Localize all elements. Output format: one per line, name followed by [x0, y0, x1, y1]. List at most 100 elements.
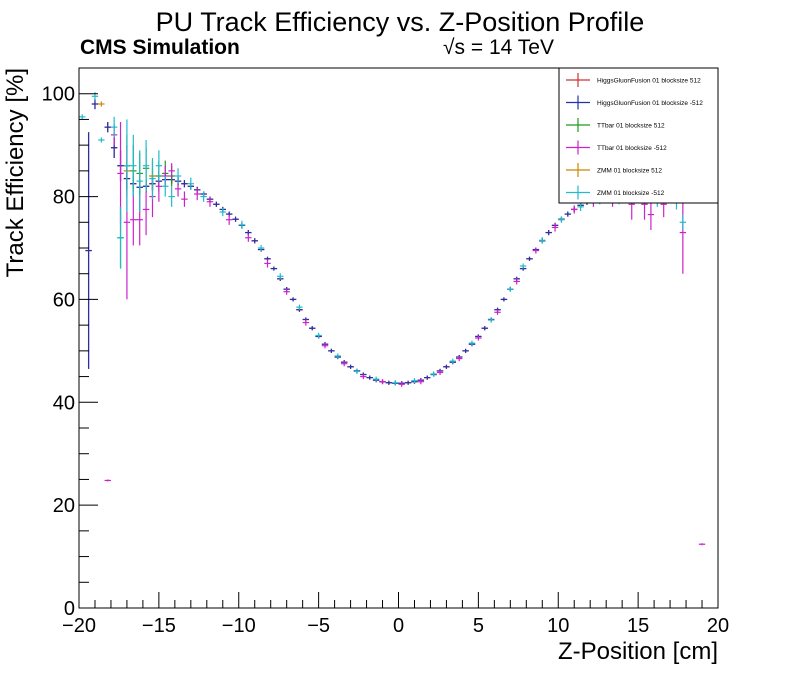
data-point: [79, 114, 86, 120]
data-point: [698, 543, 706, 546]
data-point: [571, 205, 578, 214]
data-point: [456, 356, 463, 362]
legend-label: ZMM 01 blocksize -512: [597, 190, 665, 197]
data-point: [347, 364, 354, 369]
data-point: [219, 207, 226, 217]
data-point: [270, 266, 278, 271]
data-point: [539, 237, 546, 244]
data-point: [142, 140, 150, 192]
data-point: [321, 343, 329, 349]
data-point: [519, 263, 527, 269]
data-point: [334, 353, 341, 359]
data-point: [302, 319, 310, 326]
data-point: [110, 116, 118, 138]
data-point: [379, 379, 386, 385]
x-tick-label: −5: [307, 615, 330, 637]
data-point: [232, 216, 239, 222]
data-point: [417, 379, 425, 385]
data-point: [104, 122, 111, 133]
data-point: [142, 183, 150, 236]
data-point: [91, 98, 99, 110]
data-point: [532, 247, 540, 254]
x-tick-label: 15: [627, 615, 649, 637]
data-point: [85, 132, 92, 369]
axes-layer: −20 −15 −10 −5 0 5 10 15 20 0 20 40 60 80 100: [42, 84, 730, 637]
legend-entry: HiggsGluonFusion 01 blocksize 512: [566, 73, 701, 87]
x-tick-label: −15: [142, 615, 176, 637]
data-point: [494, 309, 501, 315]
legend-entry: ZMM 01 blocksize 512: [566, 163, 662, 177]
data-point: [679, 191, 687, 274]
x-axis-label: Z-Position [cm]: [558, 638, 718, 665]
data-point: [104, 479, 111, 482]
data-point: [251, 238, 258, 244]
x-tick-label: 5: [473, 615, 484, 637]
data-point: [283, 288, 290, 295]
data-point: [315, 332, 322, 338]
data-point: [392, 380, 399, 386]
x-tick-label: −20: [62, 615, 96, 637]
legend-entry: ZMM 01 blocksize -512: [566, 185, 665, 200]
data-point: [130, 194, 137, 246]
data-point: [436, 369, 444, 376]
data-point: [366, 375, 373, 380]
data-point: [174, 168, 182, 184]
legend: HiggsGluonFusion 01 blocksize 512 HiggsGl…: [558, 67, 719, 204]
data-point: [513, 278, 520, 285]
data-point: [353, 368, 361, 374]
y-tick-label: 0: [64, 598, 75, 620]
data-point: [296, 304, 303, 310]
data-point: [398, 381, 405, 387]
data-point: [98, 101, 105, 107]
data-point: [155, 150, 163, 182]
data-point: [264, 259, 271, 268]
data-point: [500, 297, 508, 302]
legend-label: HiggsGluonFusion 01 blocksize -512: [597, 100, 703, 107]
data-point: [475, 335, 482, 341]
data-point: [411, 378, 418, 384]
y-tick-label: 100: [42, 84, 75, 106]
data-point: [130, 134, 137, 197]
data-point: [257, 244, 265, 252]
data-point: [181, 180, 188, 188]
legend-label: HiggsGluonFusion 01 blocksize 512: [597, 78, 701, 85]
data-point: [372, 376, 380, 382]
data-point: [564, 211, 572, 217]
x-tick-label: 0: [393, 615, 404, 637]
data-point: [289, 297, 297, 302]
data-point: [647, 199, 655, 230]
legend-label: ZMM 01 blocksize 512: [597, 168, 662, 175]
y-axis-label: Track Efficiency [%]: [2, 68, 29, 277]
data-point: [340, 361, 348, 367]
chart-title: PU Track Efficiency vs. Z-Position Profi…: [156, 7, 645, 37]
data-point: [481, 326, 488, 331]
data-point: [430, 371, 437, 377]
data-point: [507, 286, 514, 292]
x-tick-label: 20: [707, 615, 729, 637]
legend-box: [558, 67, 719, 204]
data-point: [487, 317, 495, 323]
data-point: [551, 223, 559, 232]
energy-label: √s = 14 TeV: [443, 36, 554, 59]
data-point: [577, 202, 584, 211]
data-point: [187, 177, 195, 190]
experiment-label: CMS Simulation: [80, 36, 240, 59]
data-point: [462, 348, 469, 353]
data-point: [443, 364, 450, 369]
data-point: [309, 326, 316, 331]
data-point: [149, 158, 156, 200]
legend-label: TTbar 01 blocksize -512: [597, 145, 667, 152]
data-point: [245, 233, 252, 242]
data-point: [168, 186, 175, 207]
data-point: [404, 380, 412, 385]
data-point: [385, 380, 393, 385]
legend-entry: HiggsGluonFusion 01 blocksize -512: [566, 95, 703, 110]
data-point: [558, 216, 565, 223]
data-point: [136, 150, 143, 212]
data-point: [328, 348, 335, 353]
data-point: [168, 163, 175, 179]
legend-label: TTbar 01 blocksize 512: [597, 123, 665, 130]
data-point: [181, 191, 188, 207]
